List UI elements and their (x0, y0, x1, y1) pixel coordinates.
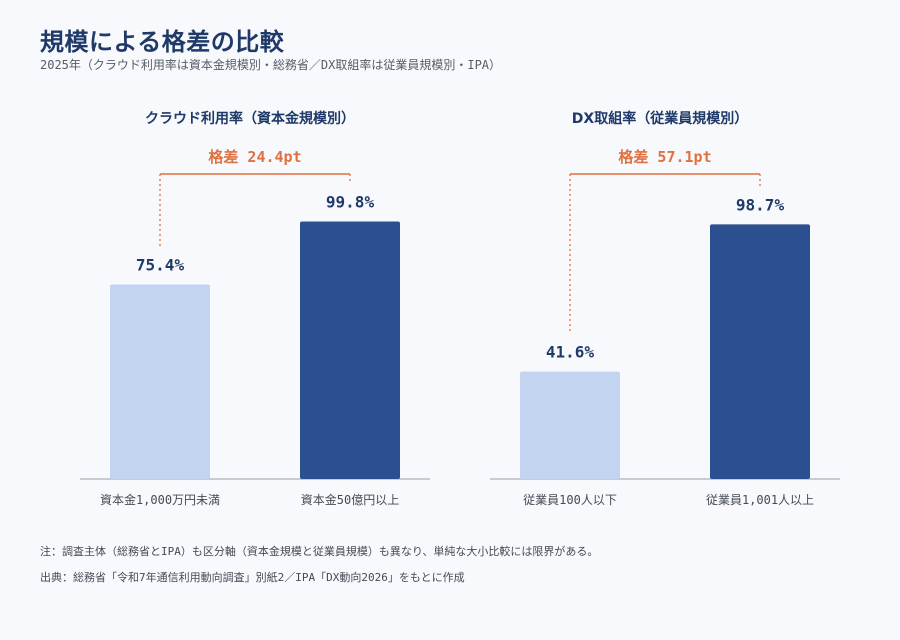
value-label-cloud-1: 75.4% (136, 255, 185, 274)
bar-cloud-2 (300, 221, 400, 480)
bar-dx-1 (520, 371, 620, 479)
footnote: 注：調査主体（総務省とIPA）も区分軸（資本金規模と従業員規模）も異なり、単純な… (40, 545, 599, 558)
gap-label-cloud: 格差 24.4pt (208, 148, 301, 166)
value-label-dx-2: 98.7% (736, 195, 785, 214)
bar-dx-2 (710, 224, 810, 479)
category-label-dx-2: 従業員1,001人以上 (706, 493, 814, 507)
chart-title-cloud: クラウド利用率（資本金規模別） (145, 111, 355, 127)
source-note: 出典：総務省「令和7年通信利用動向調査」別紙2／IPA「DX動向2026」をもと… (40, 571, 465, 584)
category-label-cloud-2: 資本金50億円以上 (301, 492, 399, 507)
page-title: 規模による格差の比較 (40, 28, 285, 56)
category-label-cloud-1: 資本金1,000万円未満 (100, 492, 220, 507)
value-label-cloud-2: 99.8% (326, 193, 375, 212)
value-label-dx-1: 41.6% (546, 343, 595, 362)
bar-cloud-1 (110, 284, 210, 479)
gap-label-dx: 格差 57.1pt (618, 148, 711, 166)
category-label-dx-1: 従業員100人以下 (523, 493, 617, 507)
page-subtitle: 2025年（クラウド利用率は資本金規模別・総務省／DX取組率は従業員規模別・IP… (40, 58, 502, 72)
chart-title-dx: DX取組率（従業員規模別） (571, 111, 749, 127)
